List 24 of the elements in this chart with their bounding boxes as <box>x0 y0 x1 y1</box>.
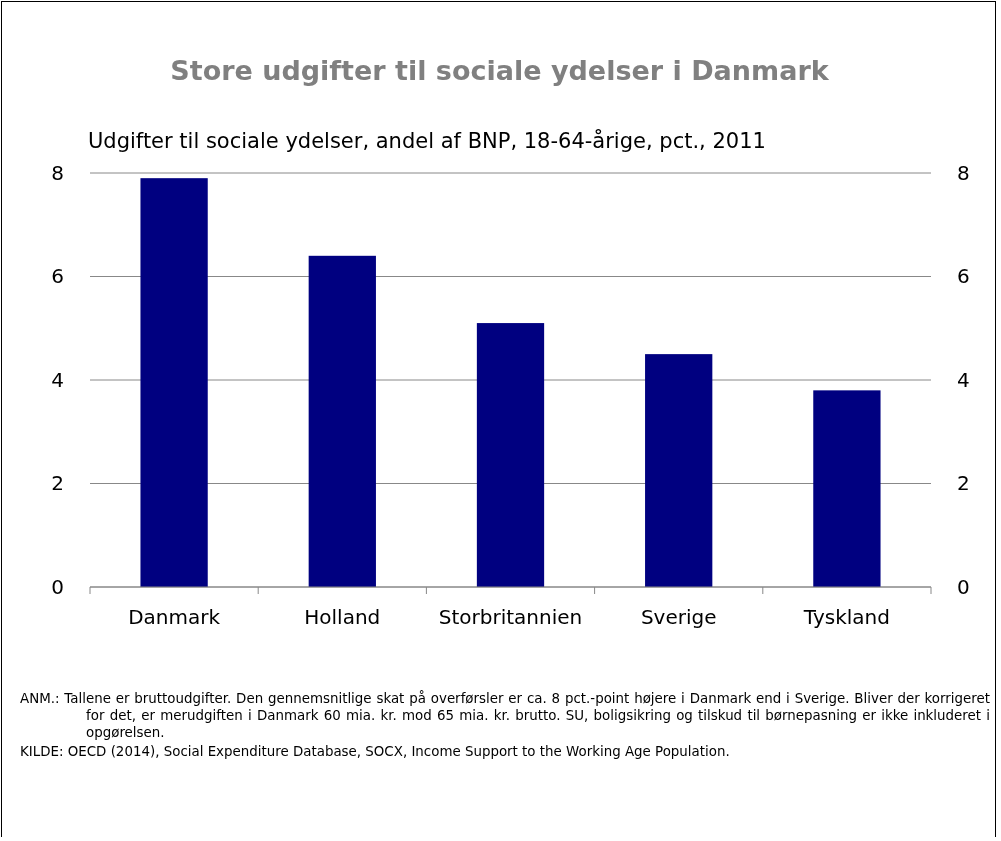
y2-tick-label: 2 <box>957 471 970 496</box>
y-tick-label: 4 <box>51 367 64 392</box>
bar <box>140 178 208 587</box>
y-tick-label: 6 <box>51 264 64 289</box>
y-tick-label: 8 <box>51 160 64 185</box>
y-tick-label: 0 <box>51 574 64 599</box>
y2-tick-label: 6 <box>957 264 970 289</box>
y2-tick-label: 0 <box>957 574 970 599</box>
chart-subtitle: Udgifter til sociale ydelser, andel af BNP, 18-64-årige, pct., 2011 <box>88 128 766 153</box>
bar <box>645 354 713 587</box>
text: KILDE: OECD (2014), Social Expenditure Database, SOCX, Income Support to the Working Age Population. <box>20 743 731 760</box>
x-tick-label: Sverige <box>640 605 717 629</box>
x-tick-label: Storbritannien <box>438 605 583 629</box>
x-tick-label: Tyskland <box>802 605 890 629</box>
text: ANM.: Tallene er bruttoudgifter. Den gennemsnitlige skat på overførsler er ca. 8 pct.-point højere i Danmark end i Sverige. Bliver der korrigeret for det, er merudgiften i Danmark 60 mia. kr. mod 65 mia. kr. brutto. SU, boligsikring og tilskud til børnepasning er ikke inkluderet i opgørelsen. <box>20 690 990 741</box>
bar <box>476 323 545 587</box>
x-tick-label: Holland <box>304 605 381 629</box>
y-tick-label: 2 <box>51 471 64 496</box>
chart-title: Store udgifter til sociale ydelser i Danmark <box>170 55 830 86</box>
bar <box>813 390 881 587</box>
y2-tick-label: 4 <box>957 367 970 392</box>
bar <box>308 255 376 587</box>
x-tick-label: Danmark <box>128 605 221 629</box>
y2-tick-label: 8 <box>957 160 970 185</box>
